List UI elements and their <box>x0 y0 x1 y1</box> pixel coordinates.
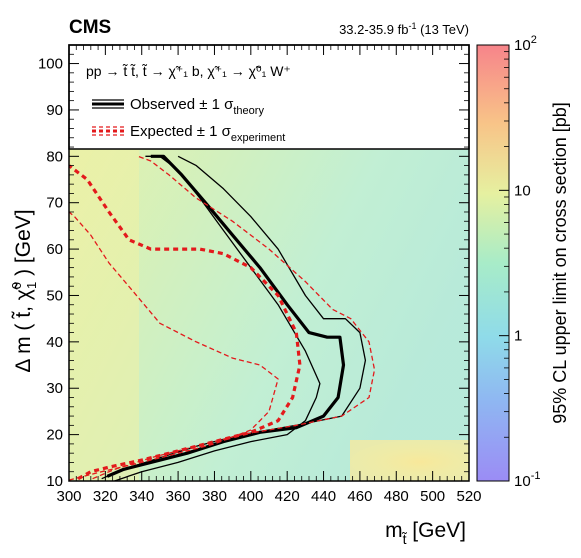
x-tick-label: 320 <box>93 488 118 505</box>
legend-expected-label: Expected ± 1 σ <box>130 123 232 140</box>
y-tick-label: 20 <box>46 427 63 444</box>
z-tick-label: 1 <box>514 328 522 345</box>
color-bar-gradient <box>477 45 509 481</box>
legend: pp → t̃ t̃, t̃ → χ̃⁺₁ b, χ̃⁺₁ → χ̃⁰₁ W⁺ … <box>68 44 470 150</box>
x-axis-subscript: t̃ <box>401 531 407 547</box>
z-tick-label: 10 <box>514 182 531 199</box>
x-axis-symbol: m <box>385 519 403 542</box>
contour-observed-1- <box>101 155 367 480</box>
luminosity-label: 33.2-35.9 fb-1 (13 TeV) <box>339 21 469 37</box>
x-tick-label: 480 <box>384 488 409 505</box>
z-tick-label: 10-1 <box>514 470 540 490</box>
contour-expected-1- <box>69 211 279 481</box>
heatmap-left-edge <box>69 150 139 481</box>
color-bar-ticks: 10-1 1 10 102 <box>499 34 540 490</box>
y-axis-part-1: t̃ <box>12 310 35 319</box>
x-tick-label: 300 <box>56 488 81 505</box>
y-axis-title: Δ m ( t̃, χ̃01 ) [GeV] <box>9 209 39 372</box>
y-axis-part-2: , <box>12 300 35 312</box>
y-tick-label: 40 <box>46 334 63 351</box>
x-axis-title: mt̃ [GeV] <box>385 519 466 547</box>
x-axis-unit: [GeV] <box>406 519 466 542</box>
legend-observed-label: Observed ± 1 σ <box>130 96 234 113</box>
x-tick-label: 420 <box>275 488 300 505</box>
y-axis-ticks: 10 20 30 40 50 60 70 80 90 100 <box>38 44 469 490</box>
plot-frame <box>68 44 470 482</box>
x-tick-label: 400 <box>238 488 263 505</box>
color-bar-title: 95% CL upper limit on cross section [pb] <box>550 102 570 424</box>
legend-process: pp → t̃ t̃, t̃ → χ̃⁺₁ b, χ̃⁺₁ → χ̃⁰₁ W⁺ <box>86 63 291 79</box>
x-tick-label: 500 <box>420 488 445 505</box>
x-tick-label: 360 <box>166 488 191 505</box>
y-tick-label: 10 <box>46 473 63 490</box>
x-tick-label: 380 <box>202 488 227 505</box>
experiment-label: CMS <box>69 17 111 38</box>
x-tick-label: 520 <box>456 488 481 505</box>
z-tick-label: 102 <box>514 34 537 54</box>
contour-expected-1- <box>92 155 376 480</box>
y-axis-part-0: Δ m ( <box>12 318 35 373</box>
lumi-exp: -1 <box>408 21 416 31</box>
legend-observed-sub: theory <box>233 105 264 117</box>
x-tick-label: 440 <box>311 488 336 505</box>
legend-observed: Observed ± 1 σtheory <box>130 96 264 117</box>
x-axis-ticks: 300 320 340 360 380 400 420 440 460 480 500 520 <box>56 45 482 505</box>
legend-expected-sub: experiment <box>231 132 285 144</box>
y-tick-label: 90 <box>46 102 63 119</box>
y-tick-label: 100 <box>38 56 63 73</box>
y-tick-label: 30 <box>46 380 63 397</box>
contour-observed <box>106 154 346 478</box>
heatmap-lowdm-glow <box>350 440 469 481</box>
y-axis-part-6: ) [GeV] <box>12 209 35 281</box>
contour-group <box>69 154 376 481</box>
y-tick-label: 60 <box>46 241 63 258</box>
legend-expected: Expected ± 1 σexperiment <box>130 123 285 144</box>
y-tick-label: 50 <box>46 287 63 304</box>
contour-observed-1- <box>114 155 321 481</box>
y-tick-label: 70 <box>46 195 63 212</box>
lumi-prefix: 33.2-35.9 fb <box>339 22 408 37</box>
lumi-suffix: (13 TeV) <box>416 22 469 37</box>
color-bar-frame <box>476 44 510 482</box>
x-tick-label: 340 <box>129 488 154 505</box>
y-tick-label: 80 <box>46 148 63 165</box>
y-axis-part-4: 0 <box>9 282 24 289</box>
color-bar: 10-1 1 10 102 <box>476 34 540 490</box>
x-tick-label: 460 <box>347 488 372 505</box>
y-axis-part-5: 1 <box>24 282 39 289</box>
